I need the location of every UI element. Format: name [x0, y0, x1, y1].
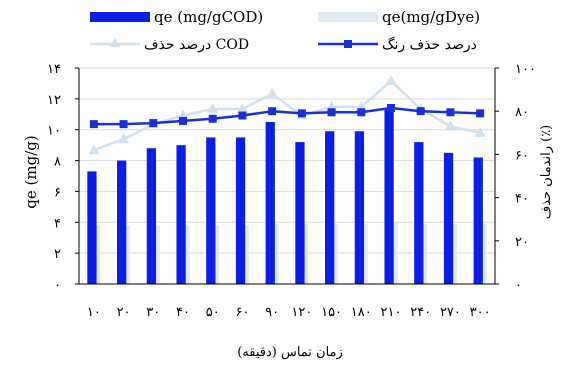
- bar-qe-cod: [354, 131, 365, 284]
- y2-axis-label: راندمان حذف (٪): [539, 125, 554, 220]
- y-tick-label: ۴: [54, 216, 61, 231]
- y2-tick-label: ۱۰۰: [515, 62, 536, 77]
- x-tick-label: ۳۰: [146, 305, 160, 320]
- x-tick-label: ۱۸۰: [351, 305, 372, 320]
- x-tick-label: ۵۰: [206, 305, 220, 320]
- point-cod-removal: [88, 144, 100, 155]
- x-tick-label: ۲۷۰: [440, 305, 461, 320]
- bar-qe-cod: [325, 131, 335, 284]
- point-cod-removal: [385, 74, 397, 85]
- bar-qe-cod: [87, 171, 97, 284]
- y-axis-label: qe (mg/g): [22, 135, 40, 208]
- point-color-removal: [89, 120, 98, 129]
- point-cod-removal: [266, 87, 278, 98]
- y-tick-label: ۶: [54, 185, 61, 200]
- y2-tick-label: ۶۰: [515, 148, 529, 163]
- y-tick-label: ۱۰: [47, 124, 61, 139]
- x-tick-label: ۴۰: [176, 305, 190, 320]
- bar-qe-cod: [265, 122, 275, 284]
- lines-layer: [88, 74, 486, 155]
- y2-tick-label: ۸۰: [515, 105, 529, 120]
- bar-qe-cod: [384, 108, 394, 284]
- point-cod-removal: [474, 126, 486, 137]
- bar-qe-cod: [146, 148, 157, 284]
- x-tick-label: ۲۴۰: [410, 305, 431, 320]
- point-cod-removal: [236, 103, 248, 114]
- point-color-removal: [327, 108, 336, 117]
- legend-swatch-qe-cod: [90, 12, 150, 22]
- y-tick-label: ۲: [54, 247, 61, 262]
- bar-qe-cod: [235, 137, 246, 284]
- legend-marker-cod: [110, 38, 120, 47]
- point-color-removal: [476, 109, 485, 118]
- point-color-removal: [119, 120, 128, 129]
- x-tick-label: ۳۰۰: [470, 305, 491, 320]
- bar-qe-cod: [206, 137, 216, 284]
- point-color-removal: [297, 109, 306, 118]
- legend-label-qe-cod: qe (mg/gCOD): [154, 8, 263, 26]
- point-color-removal: [357, 108, 366, 117]
- point-cod-removal: [207, 103, 219, 114]
- x-tick-label: ۶۰: [235, 305, 249, 320]
- axes-layer: ۰ ۲ ۴ ۶ ۸ ۱۰ ۱۲ ۱۴ ۰ ۲۰ ۴۰ ۶۰ ۸۰ ۱۰۰ ۱۰ ۲۰ ۳۰ ۴۰ ۵۰ ۶۰ ۹۰ ۱۲۰…: [47, 62, 536, 320]
- legend-label-cod: درصد حذف COD: [144, 37, 249, 53]
- point-cod-removal: [444, 120, 456, 131]
- y2-tick-label: ۲۰: [515, 235, 529, 250]
- line-color-removal: [93, 106, 481, 126]
- x-tick-label: ۹۰: [265, 305, 279, 320]
- bar-qe-cod: [473, 157, 483, 284]
- x-axis-label: زمان تماس (دقیقه): [237, 345, 343, 360]
- x-tick-label: ۱۵۰: [321, 305, 342, 320]
- y-tick-label: ۰: [54, 278, 61, 293]
- point-color-removal: [387, 103, 395, 112]
- bar-qe-cod: [176, 145, 186, 284]
- legend: qe (mg/gCOD) qe(mg/gDye) درصد حذف COD در…: [90, 8, 480, 53]
- bar-qe-cod: [117, 160, 127, 284]
- bars-layer: [87, 108, 487, 284]
- legend-label-color: درصد حذف رنگ: [382, 36, 477, 53]
- x-tick-label: ۱۲۰: [291, 305, 312, 320]
- legend-label-qe-dye: qe(mg/gDye): [382, 8, 480, 26]
- point-color-removal: [208, 114, 217, 123]
- gridlines: [79, 67, 495, 254]
- y-tick-label: ۸: [54, 155, 61, 170]
- line-cod-removal: [93, 79, 481, 152]
- point-cod-removal: [118, 133, 130, 144]
- x-tick-label: ۲۱۰: [381, 305, 402, 320]
- point-color-removal: [238, 111, 247, 120]
- x-tick-label: ۱۰: [87, 305, 101, 320]
- y-tick-label: ۱۴: [47, 62, 61, 77]
- point-color-removal: [446, 108, 455, 117]
- y2-tick-label: ۰: [515, 278, 522, 293]
- legend-swatch-qe-dye: [318, 12, 378, 22]
- bar-qe-cod: [414, 142, 424, 284]
- x-tick-label: ۲۰: [117, 305, 131, 320]
- bar-qe-cod: [295, 142, 305, 284]
- legend-marker-color: [344, 40, 352, 48]
- y-tick-label: ۱۲: [47, 93, 61, 108]
- point-color-removal: [149, 119, 158, 128]
- point-color-removal: [268, 107, 277, 116]
- point-color-removal: [416, 107, 425, 116]
- point-color-removal: [179, 116, 187, 125]
- y2-tick-label: ۴۰: [515, 192, 529, 207]
- bar-qe-cod: [443, 152, 454, 284]
